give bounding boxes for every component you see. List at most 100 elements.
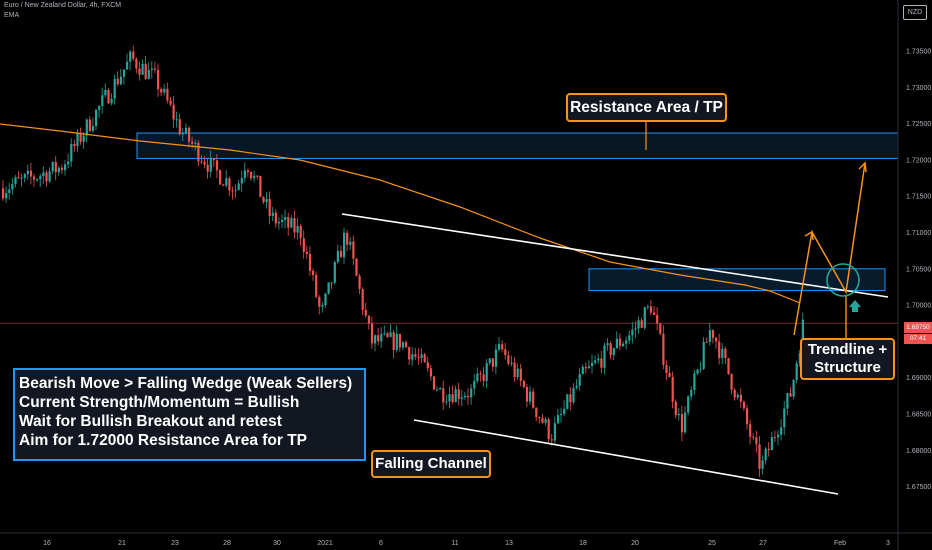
candle-bear xyxy=(659,323,662,334)
candle-bear xyxy=(358,275,361,290)
candle-bull xyxy=(587,366,591,369)
candle-bull xyxy=(721,348,724,359)
candle-bear xyxy=(767,448,770,451)
candle-bull xyxy=(234,190,237,192)
candle-bear xyxy=(312,270,315,275)
time-tick-label: 28 xyxy=(223,540,231,547)
candle-bull xyxy=(575,385,578,388)
candle-bull xyxy=(324,293,327,306)
candle-bear xyxy=(212,158,215,161)
candle-bull xyxy=(563,408,566,414)
candle-bull xyxy=(76,132,79,147)
candle-bull xyxy=(578,374,581,386)
candle-bear xyxy=(191,141,194,144)
candle-bull xyxy=(792,379,795,397)
candle-bear xyxy=(17,177,20,179)
candle-bear xyxy=(302,238,305,252)
candle-bull xyxy=(646,306,649,308)
candle-bear xyxy=(355,258,358,276)
candle-bear xyxy=(135,58,138,69)
price-tick-label: 1.73000 xyxy=(906,85,931,92)
candle-bull xyxy=(5,192,8,199)
candle-bear xyxy=(429,368,432,377)
candle-bull xyxy=(64,164,67,171)
channel-annotation[interactable]: Falling Channel xyxy=(371,450,491,478)
candle-bear xyxy=(547,419,550,440)
candle-bull xyxy=(57,167,60,173)
candle-bear xyxy=(200,161,203,163)
candle-bull xyxy=(439,388,442,390)
candle-bear xyxy=(746,408,749,425)
candle-bear xyxy=(386,333,389,337)
time-tick-label: 13 xyxy=(505,540,513,547)
candle-bear xyxy=(426,362,429,369)
candle-bear xyxy=(640,320,643,328)
candle-bull xyxy=(175,119,178,121)
candle-bull xyxy=(622,343,625,347)
candle-bull xyxy=(395,333,398,350)
candle-bear xyxy=(287,216,290,228)
candle-bull xyxy=(271,212,274,217)
candle-bear xyxy=(618,338,622,347)
candle-bull xyxy=(36,179,39,181)
candle-bull xyxy=(556,414,560,424)
resistance-annotation[interactable]: Resistance Area / TP xyxy=(566,93,727,122)
candle-bull xyxy=(122,69,126,77)
candle-bull xyxy=(783,408,786,428)
candle-bear xyxy=(773,437,777,439)
candle-bear xyxy=(132,51,135,59)
candle-bear xyxy=(519,368,522,381)
candle-bear xyxy=(730,373,733,390)
candle-bear xyxy=(370,323,374,344)
candle-bull xyxy=(612,348,615,356)
time-tick-label: 2021 xyxy=(317,540,333,547)
candle-bear xyxy=(715,337,718,342)
candle-bear xyxy=(361,289,364,310)
candle-bull xyxy=(606,343,609,346)
candle-bull xyxy=(770,437,773,451)
candle-bull xyxy=(126,61,129,70)
candle-bull xyxy=(181,133,184,135)
candle-bull xyxy=(764,448,767,461)
candle-bull xyxy=(473,381,476,389)
candle-bull xyxy=(343,232,346,258)
analysis-notes[interactable]: Bearish Move > Falling Wedge (Weak Selle… xyxy=(13,368,366,461)
ema-line xyxy=(0,123,801,304)
candle-bear xyxy=(352,241,355,259)
current-price-tag: 1.69750 xyxy=(904,322,932,333)
price-tick-label: 1.69000 xyxy=(906,375,931,382)
candle-bull xyxy=(628,335,631,341)
candle-bull xyxy=(594,360,597,363)
candle-bull xyxy=(699,368,702,370)
candle-bear xyxy=(405,342,408,348)
candle-bear xyxy=(219,170,222,185)
price-tick-label: 1.67500 xyxy=(906,484,931,491)
candle-bull xyxy=(566,394,569,409)
candle-bear xyxy=(206,164,209,172)
candle-bear xyxy=(662,333,665,366)
candle-bull xyxy=(150,68,153,70)
note-line-3: Wait for Bullish Breakout and retest xyxy=(19,413,282,430)
trendline-label-line-1: Trendline + xyxy=(807,341,888,358)
projection-arrowhead-2 xyxy=(858,161,867,173)
candle-bull xyxy=(677,413,680,416)
time-tick-label: 3 xyxy=(886,540,890,547)
candle-bull xyxy=(560,413,563,415)
time-tick-label: 6 xyxy=(379,540,383,547)
trendline-annotation[interactable]: Trendline + Structure xyxy=(800,338,895,380)
currency-badge[interactable]: NZD xyxy=(903,5,927,20)
candle-bear xyxy=(501,344,504,350)
candle-bull xyxy=(95,110,98,127)
candle-bear xyxy=(256,175,259,177)
candle-bull xyxy=(544,419,547,423)
candle-bull xyxy=(615,338,618,349)
candle-bear xyxy=(138,68,141,75)
candle-bear xyxy=(160,89,163,93)
candle-bear xyxy=(33,176,36,180)
candle-bear xyxy=(432,376,436,390)
indicator-label[interactable]: EMA xyxy=(4,12,20,19)
candle-bull xyxy=(687,396,690,413)
candle-bear xyxy=(752,436,755,438)
candle-bull xyxy=(82,135,85,142)
candle-bear xyxy=(318,296,321,307)
